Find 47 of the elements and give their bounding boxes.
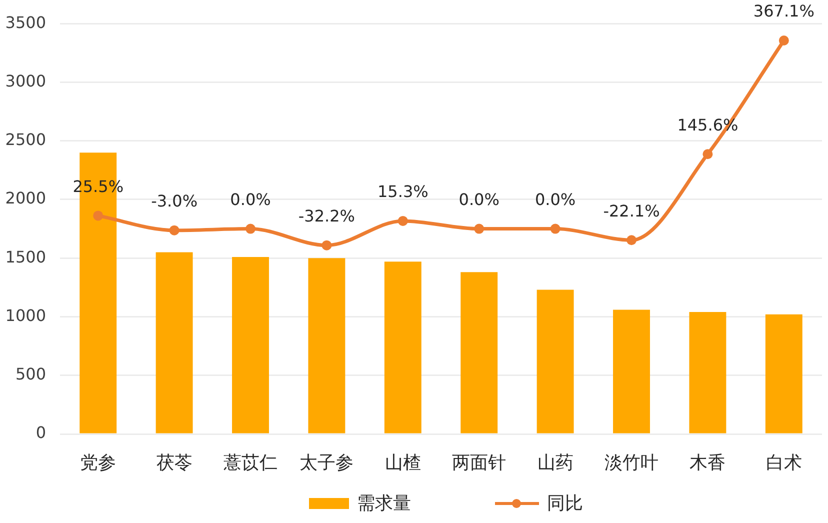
point: [778, 35, 789, 46]
legend-label: 同比: [547, 492, 583, 515]
bar: [689, 312, 726, 434]
x-tick-label: 两面针: [452, 452, 506, 474]
data-label: 367.1%: [753, 2, 814, 21]
y-tick-label: 2000: [5, 188, 46, 208]
x-tick-label: 白术: [766, 452, 802, 474]
x-tick-label: 太子参: [300, 452, 354, 474]
bar: [536, 290, 574, 434]
x-tick-label: 山药: [537, 452, 574, 474]
point: [322, 240, 332, 250]
bar: [156, 252, 193, 434]
y-tick-label: 3500: [5, 12, 46, 32]
point: [474, 224, 484, 234]
x-tick-label: 党参: [80, 452, 116, 474]
point: [169, 225, 180, 236]
point: [93, 210, 104, 221]
bar: [460, 272, 498, 434]
data-label: 0.0%: [230, 190, 271, 209]
data-label: 15.3%: [377, 182, 428, 202]
legend-label: 需求量: [357, 492, 411, 515]
y-tick-label: 1500: [5, 247, 46, 266]
point: [246, 224, 256, 234]
bar: [613, 310, 650, 434]
data-label: -32.2%: [298, 206, 356, 226]
y-tick-label: 2500: [5, 130, 46, 150]
y-tick-label: 3000: [5, 71, 46, 90]
y-tick-label: 500: [15, 364, 46, 384]
point: [626, 235, 636, 246]
data-label: -3.0%: [151, 191, 198, 210]
data-label: -22.1%: [603, 201, 660, 220]
x-tick-label: 薏苡仁: [224, 452, 278, 474]
point: [398, 216, 408, 226]
y-tick-label: 1000: [5, 306, 46, 325]
bar: [232, 256, 269, 434]
point: [550, 224, 560, 234]
bar: [765, 314, 802, 434]
point: [702, 149, 713, 160]
y-tick-label: 0: [36, 423, 46, 442]
data-label: 0.0%: [458, 190, 500, 209]
x-tick-label: 木香: [690, 452, 726, 474]
data-label: 0.0%: [534, 190, 576, 209]
bar: [384, 262, 422, 434]
x-tick-label: 茯苓: [156, 452, 192, 474]
x-tick-label: 淡竹叶: [604, 452, 658, 474]
x-tick-label: 山楂: [384, 452, 421, 474]
bar: [308, 258, 346, 434]
